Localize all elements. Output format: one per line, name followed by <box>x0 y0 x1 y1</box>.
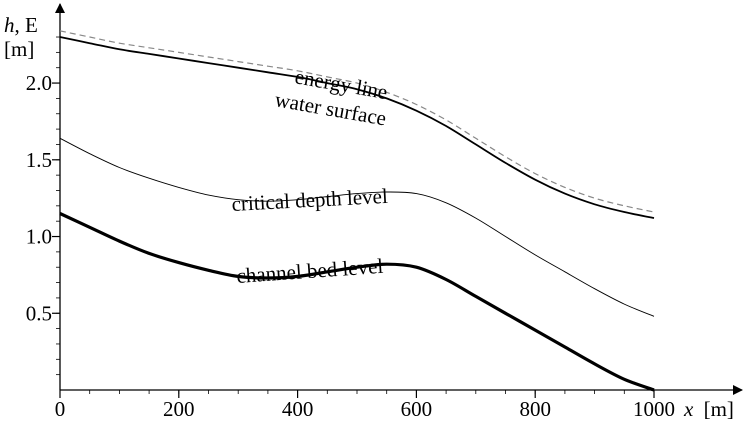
y-tick-label: 1.0 <box>26 225 52 249</box>
critical-depth-level-line <box>59 137 655 317</box>
y-axis-unit: [m] <box>4 37 34 61</box>
y-tick-label: 2.0 <box>26 71 52 95</box>
x-tick-label: 800 <box>519 397 551 421</box>
y-axis-symbol: , E <box>15 13 38 37</box>
channel-bed-level-line <box>59 212 655 392</box>
series-lines <box>59 30 655 392</box>
y-axis-label: h, E <box>4 13 38 37</box>
y-axis-variable: h <box>4 13 15 37</box>
energy-line-line <box>59 30 655 213</box>
x-tick-label: 200 <box>163 397 195 421</box>
x-tick-label: 600 <box>401 397 433 421</box>
x-tick-label: 400 <box>282 397 314 421</box>
x-axis-variable: x <box>683 397 694 421</box>
x-axis-label: x [m] <box>683 397 734 421</box>
major-ticks <box>52 82 655 398</box>
y-tick-label: 0.5 <box>26 301 52 325</box>
y-tick-label: 1.5 <box>26 148 52 172</box>
channel-bed-level-label: channel bed level <box>236 254 384 288</box>
critical-depth-level-label: critical depth level <box>231 184 388 216</box>
x-axis-unit: [m] <box>704 397 734 421</box>
x-tick-label: 0 <box>55 397 66 421</box>
water-surface-line <box>59 36 655 219</box>
x-tick-label: 1000 <box>633 397 675 421</box>
